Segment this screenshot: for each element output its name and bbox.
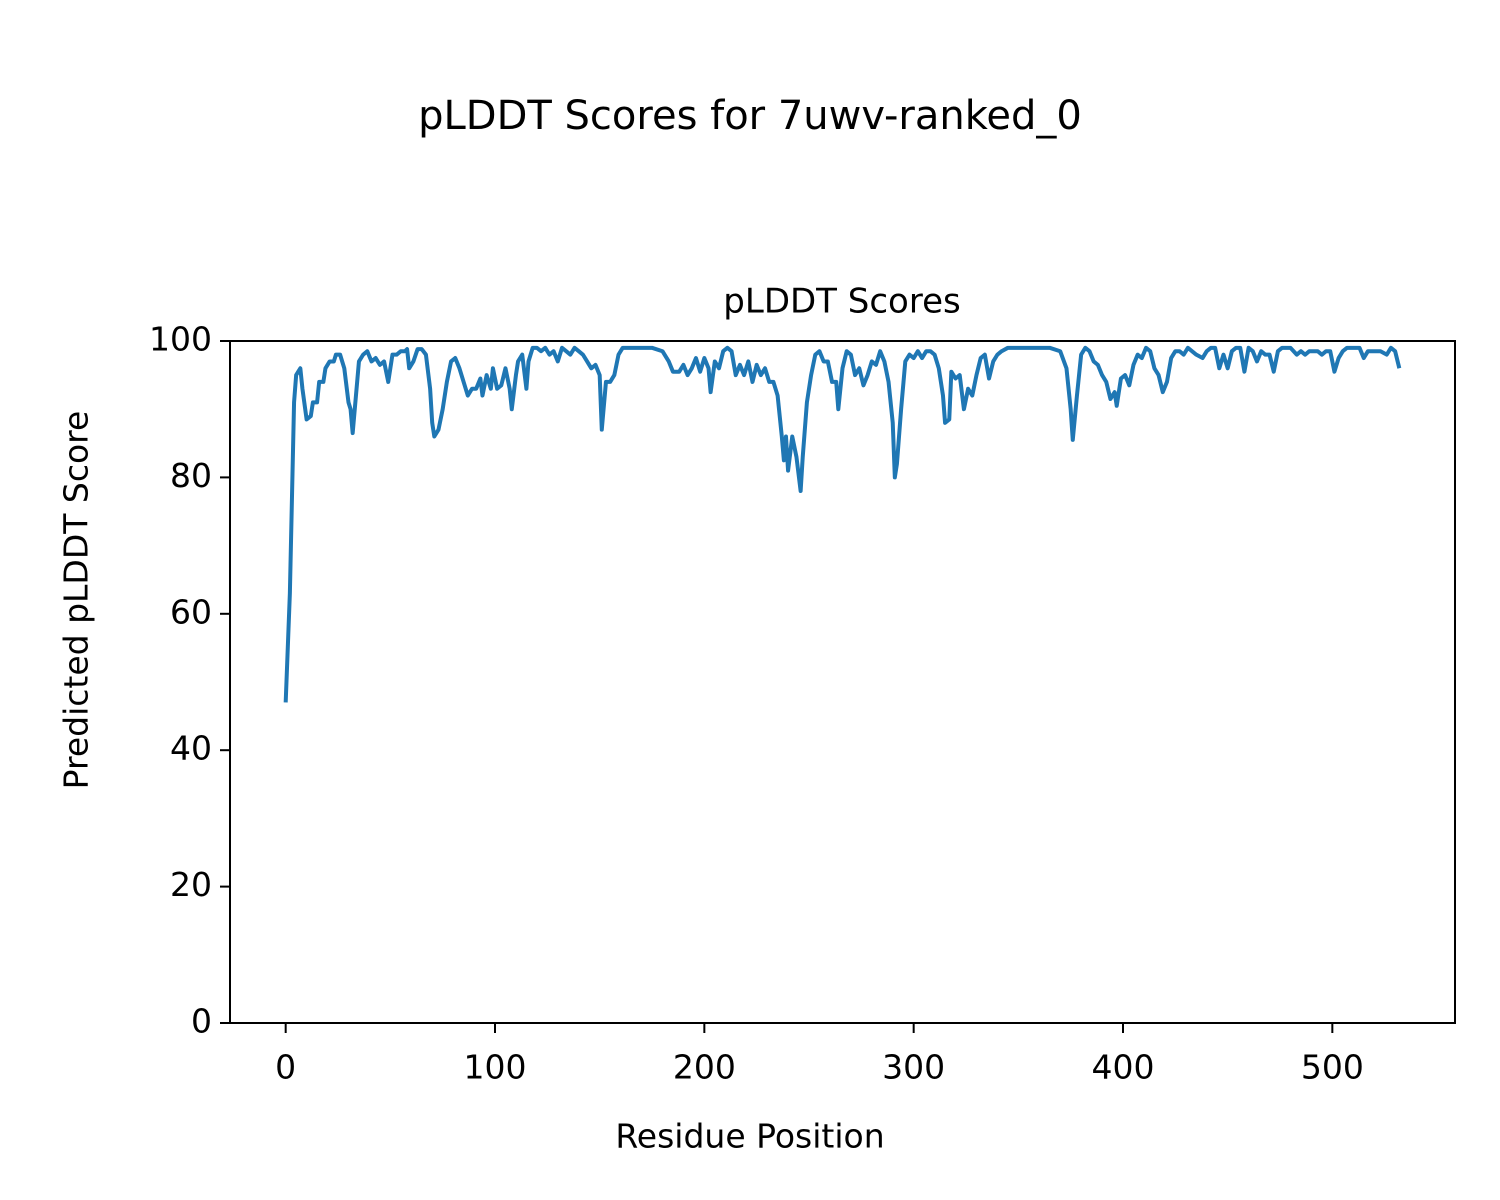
y-tick-label: 60: [170, 592, 212, 631]
y-tick-label: 0: [191, 1002, 212, 1041]
x-tick-label: 400: [1092, 1048, 1155, 1087]
y-tick-label: 100: [149, 320, 212, 359]
axes-title: pLDDT Scores: [723, 282, 960, 322]
plot-frame: [229, 340, 1456, 1024]
y-tick-label: 20: [170, 865, 212, 904]
x-tick-label: 200: [673, 1048, 736, 1087]
y-axis-label: Predicted pLDDT Score: [57, 411, 96, 790]
y-tick-label: 80: [170, 456, 212, 495]
x-axis-label: Residue Position: [615, 1117, 884, 1156]
x-tick-label: 500: [1301, 1048, 1364, 1087]
chart-title: pLDDT Scores for 7uwv-ranked_0: [418, 93, 1082, 139]
x-tick-label: 100: [464, 1048, 527, 1087]
x-tick-label: 0: [275, 1048, 296, 1087]
line-series: [283, 345, 1402, 703]
x-tick-label: 300: [882, 1048, 945, 1087]
y-tick-label: 40: [170, 729, 212, 768]
